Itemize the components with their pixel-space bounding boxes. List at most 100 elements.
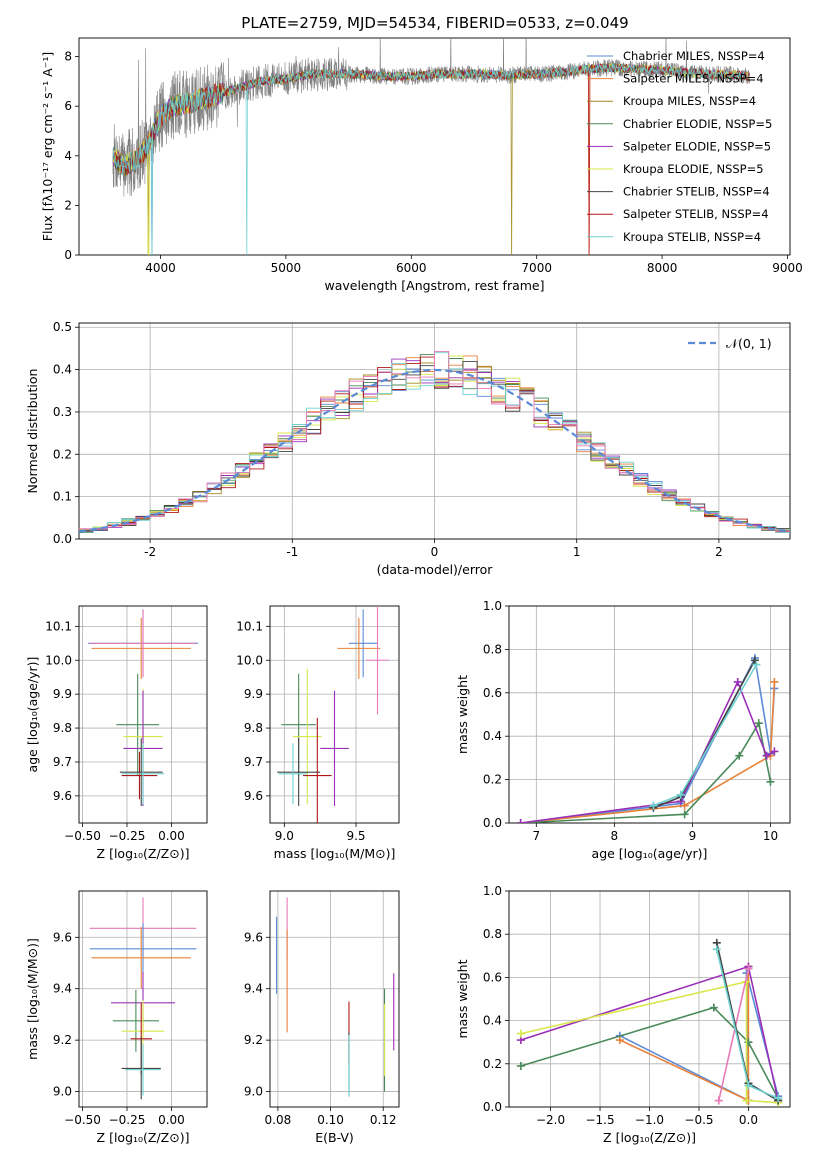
- y-tick-label: 10.1: [45, 619, 72, 633]
- y-tick-label: 0.4: [483, 729, 502, 743]
- y-tick-label: 1.0: [483, 599, 502, 613]
- errorbar-point: [125, 1044, 161, 1096]
- weight-point-marker: [712, 945, 721, 954]
- legend-label: Chabrier MILES, NSSP=4: [623, 49, 765, 63]
- age-vs-mass-chart: 9.0 9.5 9.6 9.7 9.8 9.9 10.0 10.1 mass [log₁₀(M/…: [236, 605, 400, 861]
- weight-point-marker: [709, 1003, 718, 1012]
- model-spectrum-line: [112, 62, 750, 255]
- y-tick-label: 8: [64, 50, 72, 64]
- weight-lines: [516, 654, 779, 823]
- errorbar-point: [320, 690, 349, 807]
- axes-frame: [269, 890, 400, 1108]
- y-tick-label: 0.2: [53, 447, 72, 461]
- axes-frame: [78, 890, 208, 1108]
- x-tick-label: 0.00: [158, 1113, 185, 1127]
- y-tick-label: 9.2: [53, 1033, 72, 1047]
- x-tick-label: 0.08: [265, 1113, 292, 1127]
- axes-frame: [508, 605, 791, 824]
- x-tick-label: −1.5: [585, 1113, 614, 1127]
- y-tick-label: 9.8: [244, 721, 263, 735]
- legend-label: Kroupa STELIB, NSSP=4: [623, 230, 761, 244]
- x-tick-label: 7: [532, 829, 540, 843]
- weight-series-line: [520, 1006, 779, 1099]
- weight-point-marker: [516, 1061, 525, 1070]
- y-tick-label: 6: [64, 99, 72, 113]
- x-tick-label: 9: [689, 829, 697, 843]
- weight-series-line: [520, 980, 779, 1104]
- weight-point-marker: [752, 660, 761, 669]
- errorbar-point: [121, 1037, 161, 1100]
- x-tick-label: 4000: [145, 261, 176, 275]
- errorbar-point: [348, 609, 378, 678]
- y-tick-label: 0.2: [483, 773, 502, 787]
- weight-point-marker: [516, 1029, 525, 1038]
- legend-label: Chabrier STELIB, NSSP=4: [623, 185, 770, 199]
- y-tick-label: 0.8: [483, 642, 502, 656]
- x-axis-label: (data-model)/error: [377, 562, 494, 577]
- mass-vs-Z-chart: −0.50 −0.25 0.00 9.0 9.2 9.4 9.6 Z [log₁₀(Z/Z⊙)…: [25, 890, 208, 1145]
- x-tick-label: 1: [573, 545, 581, 559]
- y-tick-label: 0.8: [483, 927, 502, 941]
- age-vs-Z-chart: −0.50 −0.25 0.00 9.6 9.7 9.8 9.9 10.0 10.1 Z [log…: [25, 605, 208, 861]
- legend-label: Salpeter MILES, NSSP=4: [623, 72, 764, 86]
- x-tick-label: −0.25: [109, 1113, 146, 1127]
- weight-point-marker: [676, 790, 685, 799]
- errorbar-layer: [89, 897, 197, 1100]
- y-tick-label: 9.6: [53, 930, 72, 944]
- x-tick-label: 5000: [271, 261, 302, 275]
- legend-label: Salpeter ELODIE, NSSP=5: [623, 139, 771, 153]
- x-tick-label: 0.10: [317, 1113, 344, 1127]
- errorbar-layer: [277, 606, 389, 823]
- x-tick-label: -2: [144, 545, 156, 559]
- weight-point-marker: [680, 801, 689, 810]
- y-tick-label: 0.5: [53, 320, 72, 334]
- x-tick-label: 9000: [772, 261, 803, 275]
- y-tick-label: 9.8: [53, 721, 72, 735]
- y-axis-label: age [log₁₀(age/yr)]: [25, 657, 40, 773]
- x-axis-label: wavelength [Angstrom, rest frame]: [324, 278, 544, 293]
- x-tick-label: 9.5: [346, 829, 365, 843]
- x-tick-label: 2: [715, 545, 723, 559]
- y-axis-label: mass weight: [455, 675, 470, 754]
- weight-point-marker: [615, 1036, 624, 1045]
- errorbar-point: [337, 617, 381, 679]
- y-tick-label: 9.7: [244, 755, 263, 769]
- weight-point-marker: [770, 677, 779, 686]
- x-tick-label: -1: [286, 545, 298, 559]
- y-tick-label: 0.6: [483, 970, 502, 984]
- y-tick-label: 9.9: [244, 687, 263, 701]
- x-tick-label: 6000: [396, 261, 427, 275]
- y-tick-label: 1.0: [483, 884, 502, 898]
- errorbar-layer: [87, 609, 199, 807]
- axes-frame: [508, 890, 791, 1108]
- x-tick-label: −2.0: [536, 1113, 565, 1127]
- y-tick-label: 0.0: [483, 816, 502, 830]
- x-tick-label: −0.50: [64, 1113, 101, 1127]
- y-axis-label: mass [log₁₀(M/M⊙)]: [25, 938, 40, 1060]
- weight-vs-age-chart: 7 8 9 10 0.0 0.2 0.4 0.6 0.8 1.0 age [log₁₀(age/yr…: [455, 599, 791, 861]
- residual-lines: [79, 350, 790, 533]
- figure-title: PLATE=2759, MJD=54534, FIBERID=0533, z=0…: [241, 14, 628, 32]
- residuals-chart: -2 -1 0 1 2 0.0 0.1 0.2 0.3 0.4 0.5 (data-model)/er…: [25, 320, 791, 577]
- x-tick-label: 0.00: [158, 829, 185, 843]
- weight-point-marker: [714, 1096, 723, 1105]
- y-tick-label: 9.4: [244, 982, 263, 996]
- y-tick-label: 9.4: [53, 982, 72, 996]
- weight-point-marker: [770, 747, 779, 756]
- weight-point-marker: [649, 801, 658, 810]
- errorbar-point: [366, 606, 389, 715]
- weight-point-marker: [762, 751, 771, 760]
- y-tick-label: 0: [64, 248, 72, 262]
- y-tick-label: 9.6: [244, 789, 263, 803]
- weight-series-line: [619, 972, 779, 1102]
- weight-point-marker: [733, 677, 742, 686]
- y-tick-label: 2: [64, 198, 72, 212]
- gaussian-legend-label: 𝒩(0, 1): [726, 336, 772, 351]
- errorbar-point: [121, 751, 158, 800]
- y-axis-label: Normed distribution: [25, 369, 40, 494]
- errorbar-point: [89, 923, 197, 975]
- weight-point-marker: [754, 719, 763, 728]
- errorbar-point: [277, 738, 321, 807]
- x-axis-label: mass [log₁₀(M/M⊙)]: [274, 846, 396, 861]
- errorbar-point: [121, 743, 165, 805]
